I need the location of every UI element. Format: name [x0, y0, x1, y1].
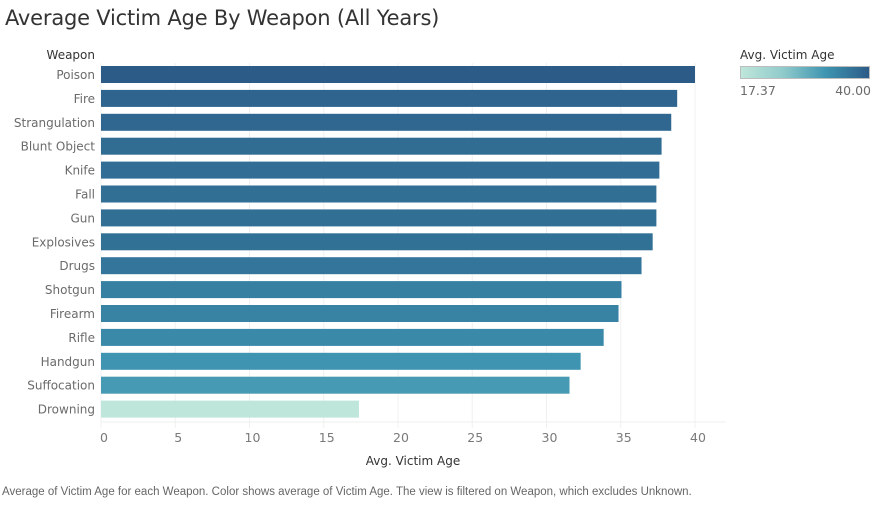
category-label: Blunt Object: [21, 140, 96, 154]
bar-drowning[interactable]: [101, 400, 359, 418]
bar-handgun[interactable]: [101, 352, 581, 370]
bars: [101, 66, 695, 418]
legend-title: Avg. Victim Age: [740, 48, 835, 62]
x-tick-label: 30: [542, 430, 558, 445]
legend-min-label: 17.37: [740, 83, 776, 98]
bar-suffocation[interactable]: [101, 376, 570, 394]
x-tick-label: 0: [100, 430, 108, 445]
category-label: Rifle: [68, 331, 95, 345]
bar-fall[interactable]: [101, 185, 657, 203]
x-tick-label: 15: [319, 430, 335, 445]
x-tick-label: 40: [690, 430, 706, 445]
category-label: Knife: [65, 164, 95, 178]
bar-poison[interactable]: [101, 66, 695, 83]
bar-fire[interactable]: [101, 89, 678, 107]
bar-drugs[interactable]: [101, 257, 642, 275]
category-label: Strangulation: [14, 116, 95, 130]
x-axis-ticks: 0 5 10 15 20 25 30 35 40: [100, 430, 706, 445]
x-tick-label: 25: [467, 430, 483, 445]
category-label: Gun: [70, 211, 95, 225]
x-tick-label: 5: [174, 430, 182, 445]
category-label: Fire: [74, 92, 95, 106]
category-label: Shotgun: [45, 283, 95, 297]
y-axis-title: Weapon: [47, 48, 95, 62]
chart-title: Average Victim Age By Weapon (All Years): [5, 6, 440, 30]
category-label: Suffocation: [27, 379, 95, 393]
bar-gun[interactable]: [101, 209, 657, 227]
category-label: Handgun: [41, 355, 95, 369]
x-tick-label: 35: [616, 430, 632, 445]
bar-knife[interactable]: [101, 161, 660, 179]
x-tick-label: 20: [393, 430, 409, 445]
x-tick-label: 10: [245, 430, 261, 445]
legend-color-ramp: [740, 66, 870, 79]
bar-explosives[interactable]: [101, 233, 653, 251]
bar-strangulation[interactable]: [101, 113, 672, 131]
category-label: Drugs: [59, 259, 95, 273]
category-label: Drowning: [38, 403, 95, 417]
bar-firearm[interactable]: [101, 305, 619, 322]
legend-max-label: 40.00: [835, 83, 871, 98]
caption: Average of Victim Age for each Weapon. C…: [2, 486, 692, 498]
bar-chart: Weapon Poison Fire Strangulation Blunt Obje…: [14, 48, 726, 468]
x-axis-title: Avg. Victim Age: [366, 454, 460, 468]
bar-rifle[interactable]: [101, 328, 604, 346]
category-labels: Poison Fire Strangulation Blunt Object Knife…: [14, 68, 95, 417]
category-label: Fall: [75, 188, 95, 202]
category-label: Firearm: [50, 307, 95, 321]
category-label: Poison: [56, 68, 95, 82]
category-label: Explosives: [32, 235, 95, 249]
bar-shotgun[interactable]: [101, 281, 622, 299]
bar-blunt-object[interactable]: [101, 137, 662, 155]
